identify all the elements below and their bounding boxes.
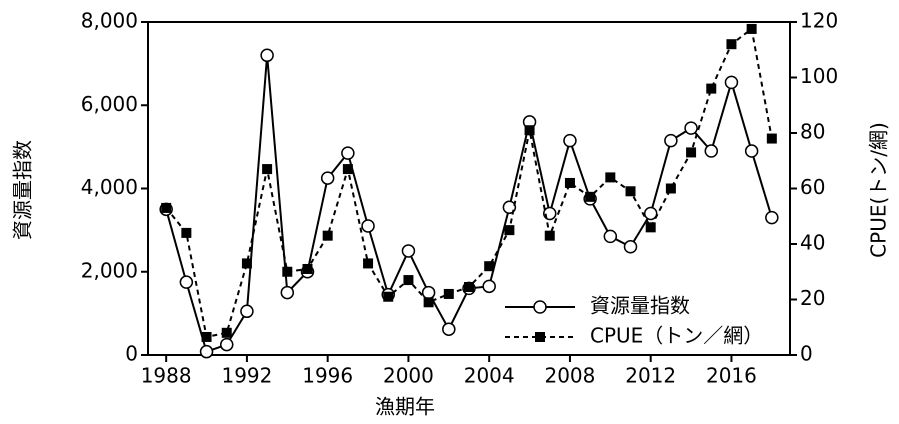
- x-axis-label: 漁期年: [375, 395, 435, 419]
- data-point: [704, 144, 719, 158]
- x-tick-label: 2004: [464, 364, 515, 388]
- data-point: [260, 48, 274, 63]
- data-point: [603, 229, 618, 244]
- data-point: [322, 230, 333, 241]
- data-point: [181, 227, 192, 238]
- y2-tick-label: 120: [800, 9, 838, 33]
- data-point: [684, 121, 698, 135]
- x-tick-label: 1992: [221, 364, 272, 388]
- data-point: [482, 279, 496, 294]
- data-point: [686, 147, 697, 158]
- data-point: [664, 133, 678, 148]
- data-point: [342, 164, 353, 175]
- data-point: [724, 75, 739, 90]
- x-tick-label: 2008: [544, 364, 595, 388]
- legend-marker: [535, 332, 545, 342]
- data-point: [585, 191, 596, 202]
- data-point: [201, 331, 212, 342]
- data-point: [282, 266, 293, 277]
- legend-marker: [533, 300, 547, 314]
- y2-tick-label: 80: [800, 120, 825, 144]
- data-point: [262, 164, 273, 175]
- data-point: [563, 133, 577, 148]
- data-point: [625, 186, 636, 197]
- y-tick-label: 4,000: [81, 175, 138, 199]
- data-point: [443, 288, 454, 299]
- data-point: [442, 322, 456, 336]
- data-point: [241, 258, 252, 269]
- data-point: [219, 337, 234, 352]
- legend-label: CPUE（トン／網）: [590, 324, 763, 348]
- data-point: [502, 200, 517, 214]
- data-point: [623, 240, 638, 254]
- data-point: [363, 258, 374, 269]
- data-point: [524, 125, 535, 136]
- data-point: [403, 275, 414, 286]
- y-tick-label: 2,000: [81, 258, 138, 282]
- x-tick-label: 2000: [383, 364, 434, 388]
- data-point: [766, 133, 777, 144]
- data-point: [484, 261, 495, 272]
- y2-tick-label: 60: [800, 175, 825, 199]
- x-tick-label: 2012: [625, 364, 676, 388]
- data-point: [383, 291, 394, 302]
- data-point: [645, 222, 656, 233]
- y-tick-label: 6,000: [81, 92, 138, 116]
- plot-frame: [147, 21, 791, 356]
- x-tick-label: 1996: [302, 364, 353, 388]
- data-point: [240, 304, 254, 319]
- data-point: [280, 285, 295, 300]
- legend-label: 資源量指数: [590, 294, 690, 318]
- data-point: [221, 327, 232, 338]
- data-point: [423, 297, 434, 308]
- data-point: [421, 285, 436, 300]
- y-tick-label: 0: [125, 342, 138, 366]
- data-point: [464, 282, 474, 293]
- y-axis-label: 資源量指数: [11, 140, 35, 240]
- data-point: [341, 146, 355, 160]
- data-point: [643, 206, 658, 221]
- data-point: [504, 225, 515, 236]
- data-point: [199, 344, 214, 359]
- y2-axis-label: CPUE(トン/網): [867, 122, 891, 258]
- data-point: [765, 210, 779, 225]
- y2-tick-label: 40: [800, 231, 825, 255]
- y-tick-label: 8,000: [81, 9, 138, 33]
- y2-tick-label: 100: [800, 64, 838, 88]
- data-point: [320, 171, 335, 185]
- data-point: [401, 244, 416, 258]
- data-point: [706, 83, 717, 94]
- x-tick-label: 1988: [141, 364, 192, 388]
- data-point: [564, 177, 575, 188]
- data-point: [361, 219, 375, 233]
- data-point: [605, 172, 616, 183]
- y2-tick-label: 0: [800, 342, 813, 366]
- data-point: [744, 144, 759, 158]
- y2-tick-label: 20: [800, 286, 825, 310]
- data-point: [726, 39, 737, 50]
- data-point: [302, 263, 313, 274]
- data-point: [746, 23, 757, 34]
- data-point: [179, 275, 194, 289]
- data-point: [665, 183, 676, 194]
- data-point: [544, 230, 555, 241]
- x-tick-label: 2016: [706, 364, 757, 388]
- data-point: [161, 202, 172, 213]
